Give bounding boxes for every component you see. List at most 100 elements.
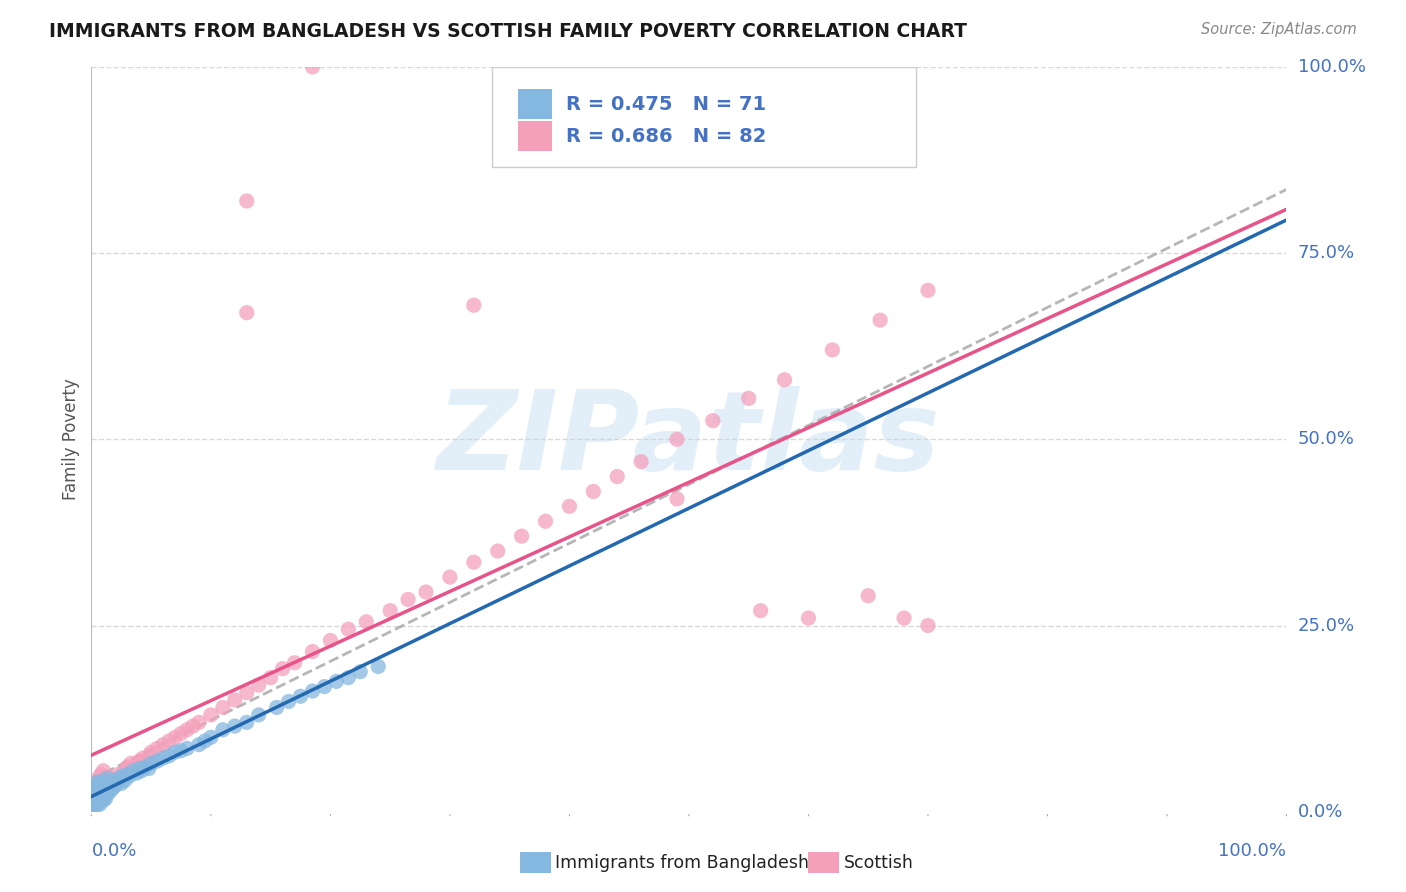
Point <box>82 793 104 807</box>
Point <box>115 767 138 781</box>
Point <box>98 779 121 793</box>
Point <box>176 741 198 756</box>
Text: Scottish: Scottish <box>844 854 914 871</box>
Point <box>235 715 259 730</box>
Point <box>84 791 107 805</box>
Point <box>224 693 246 707</box>
Point <box>100 784 122 798</box>
Point <box>194 734 217 748</box>
Point <box>84 779 107 793</box>
Point <box>284 656 307 670</box>
Point <box>486 544 509 558</box>
Point <box>510 529 533 543</box>
Point <box>630 455 652 469</box>
Text: Source: ZipAtlas.com: Source: ZipAtlas.com <box>1201 22 1357 37</box>
FancyBboxPatch shape <box>517 121 551 151</box>
Point <box>84 789 107 803</box>
Point <box>749 604 772 618</box>
Point <box>94 784 117 798</box>
Point <box>211 700 233 714</box>
Point <box>122 764 145 778</box>
Point <box>96 771 118 785</box>
Point <box>200 730 222 744</box>
Point <box>93 791 114 805</box>
Point <box>773 373 796 387</box>
Y-axis label: Family Poverty: Family Poverty <box>62 378 80 500</box>
Point <box>93 793 114 807</box>
Point <box>211 723 233 737</box>
Point <box>87 793 110 807</box>
Point <box>90 767 112 781</box>
Point <box>93 779 114 793</box>
Point <box>87 784 110 798</box>
Text: IMMIGRANTS FROM BANGLADESH VS SCOTTISH FAMILY POVERTY CORRELATION CHART: IMMIGRANTS FROM BANGLADESH VS SCOTTISH F… <box>49 22 967 41</box>
Text: ZIPatlas: ZIPatlas <box>437 386 941 492</box>
Point <box>301 644 323 658</box>
Point <box>83 797 105 812</box>
Point <box>146 754 169 768</box>
Point <box>325 674 347 689</box>
Point <box>134 760 156 774</box>
Point <box>98 780 121 795</box>
Point <box>110 776 132 790</box>
Point <box>396 592 419 607</box>
Point <box>94 791 117 805</box>
Text: 0.0%: 0.0% <box>1298 803 1343 821</box>
Point <box>337 671 360 685</box>
Point <box>82 789 104 804</box>
Point <box>87 793 110 807</box>
Text: Immigrants from Bangladesh: Immigrants from Bangladesh <box>555 854 810 871</box>
Point <box>124 762 146 776</box>
Point <box>84 779 107 793</box>
Point <box>87 771 110 785</box>
Point <box>187 715 211 730</box>
Point <box>141 756 162 771</box>
Point <box>93 764 114 778</box>
Point <box>277 694 299 708</box>
Point <box>103 773 125 788</box>
Point <box>86 775 108 789</box>
Point <box>337 622 360 636</box>
Point <box>84 798 107 813</box>
Point <box>170 744 193 758</box>
Point <box>114 764 136 778</box>
Point <box>138 762 160 776</box>
Point <box>200 707 222 722</box>
Point <box>290 690 312 704</box>
Point <box>917 284 939 298</box>
Point <box>108 771 131 785</box>
Text: 0.0%: 0.0% <box>91 842 136 860</box>
Point <box>84 796 107 810</box>
Point <box>271 662 294 676</box>
Point <box>84 796 107 810</box>
Point <box>96 779 118 793</box>
Point <box>152 738 174 752</box>
Point <box>259 671 281 685</box>
Point <box>120 756 142 771</box>
Point <box>463 298 485 312</box>
Point <box>118 769 141 783</box>
Point <box>869 313 891 327</box>
Point <box>354 615 377 629</box>
Text: 50.0%: 50.0% <box>1298 430 1354 449</box>
Point <box>86 791 108 805</box>
Text: R = 0.686   N = 82: R = 0.686 N = 82 <box>565 127 766 145</box>
Point <box>463 555 485 569</box>
Point <box>235 194 259 208</box>
Text: 100.0%: 100.0% <box>1298 58 1365 76</box>
Point <box>893 611 915 625</box>
Point <box>266 700 288 714</box>
Point <box>128 762 150 776</box>
Point <box>224 719 246 733</box>
Point <box>797 611 820 625</box>
Point <box>128 754 150 768</box>
Point <box>83 786 105 800</box>
Point <box>100 776 122 790</box>
Point <box>235 306 259 320</box>
Point <box>157 748 180 763</box>
Text: 100.0%: 100.0% <box>1219 842 1286 860</box>
Text: R = 0.475   N = 71: R = 0.475 N = 71 <box>565 95 766 113</box>
Point <box>367 659 389 673</box>
Point <box>138 748 160 763</box>
Point <box>83 786 105 800</box>
